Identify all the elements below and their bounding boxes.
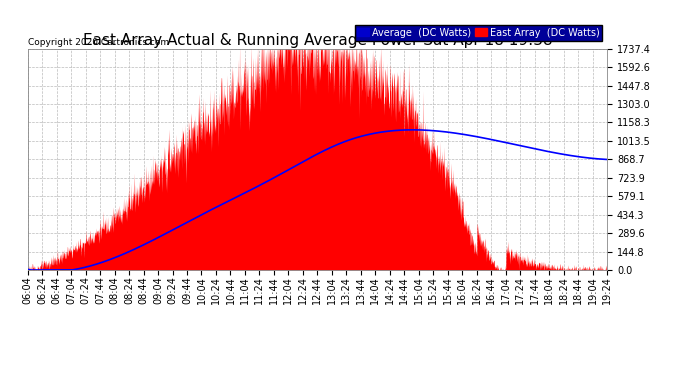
Text: Copyright 2020 Cartronics.com: Copyright 2020 Cartronics.com bbox=[28, 38, 169, 46]
Legend: Average  (DC Watts), East Array  (DC Watts): Average (DC Watts), East Array (DC Watts… bbox=[355, 25, 602, 40]
Title: East Array Actual & Running Average Power Sat Apr 18 19:38: East Array Actual & Running Average Powe… bbox=[83, 33, 552, 48]
